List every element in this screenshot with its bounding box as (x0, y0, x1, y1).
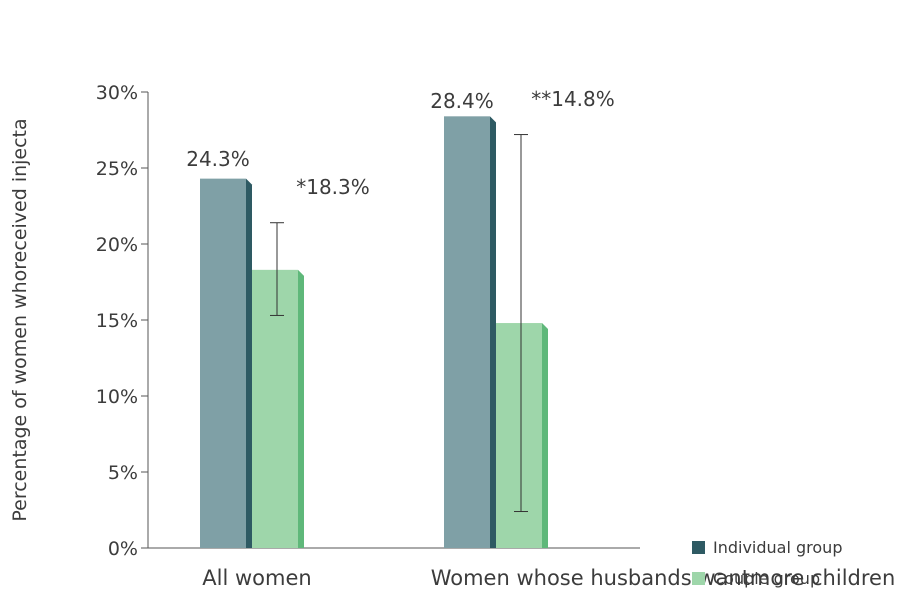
legend-label: Couple group (713, 569, 820, 588)
legend-swatch (692, 541, 705, 554)
bar-individual-0 (200, 179, 246, 548)
bar-side-couple-0 (298, 270, 304, 548)
data-label: *18.3% (296, 175, 370, 199)
y-tick-label: 30% (96, 82, 138, 104)
x-category-label: All women (202, 566, 311, 590)
bar-side-individual-1 (490, 116, 496, 548)
legend-swatch (692, 572, 705, 585)
y-tick-label: 10% (96, 386, 138, 408)
bar-individual-1 (444, 116, 490, 548)
bar-side-couple-1 (542, 323, 548, 548)
data-label: 28.4% (430, 89, 494, 113)
bar-couple-0 (252, 270, 298, 548)
data-label: **14.8% (531, 87, 615, 111)
x-category-label: Women whose husbands wantmore children (431, 566, 896, 590)
y-tick-label: 25% (96, 158, 138, 180)
y-tick-label: 15% (96, 310, 138, 332)
y-tick-label: 20% (96, 234, 138, 256)
bar-couple-1 (496, 323, 542, 548)
y-tick-label: 0% (108, 538, 138, 560)
legend-label: Individual group (713, 538, 842, 557)
y-axis-title: Percentage of women whoreceived injecta (9, 118, 31, 521)
data-label: 24.3% (186, 147, 250, 171)
bar-side-individual-0 (246, 179, 252, 548)
y-tick-label: 5% (108, 462, 138, 484)
